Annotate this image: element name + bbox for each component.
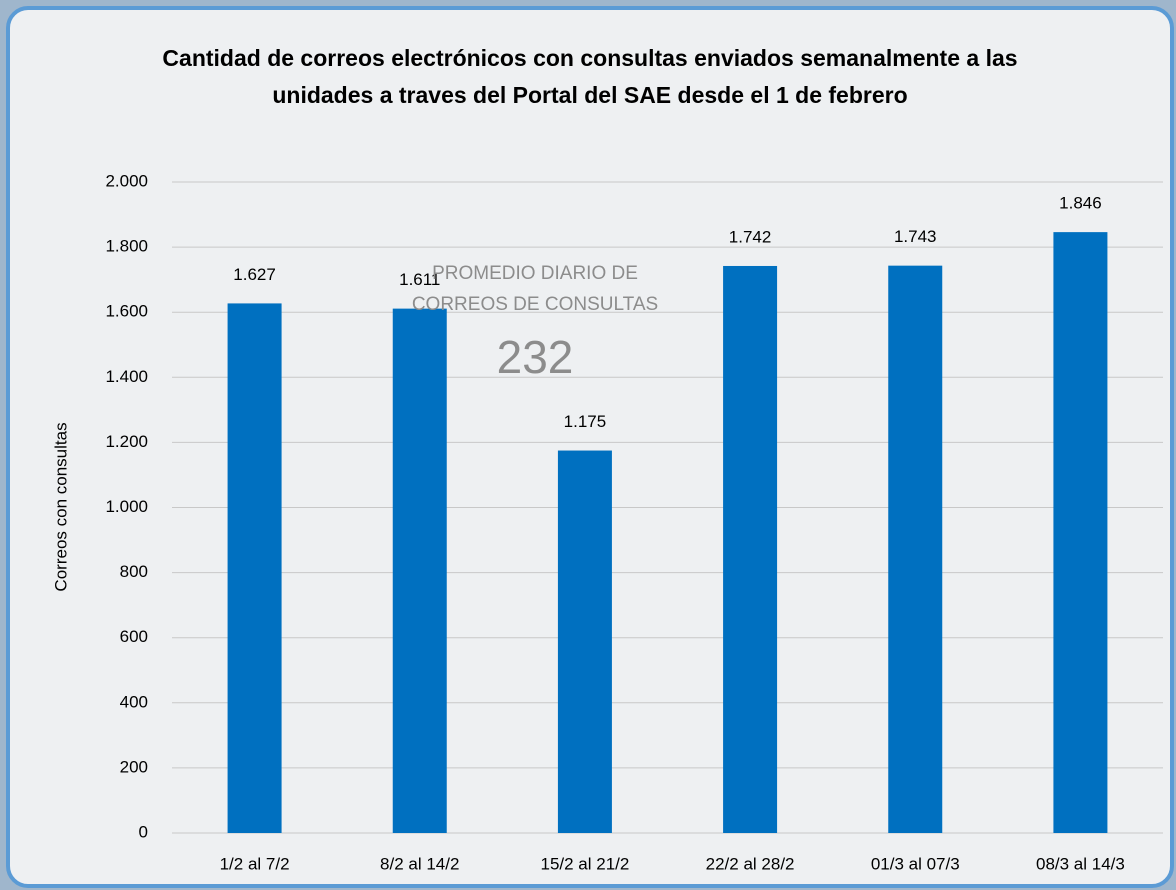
y-tick-label: 600 bbox=[120, 627, 148, 646]
data-label: 1.742 bbox=[729, 227, 772, 246]
y-tick-label: 1.200 bbox=[105, 432, 148, 451]
y-tick-label: 1.800 bbox=[105, 237, 148, 256]
bar bbox=[888, 265, 943, 833]
bar bbox=[392, 308, 447, 833]
y-tick-label: 1.600 bbox=[105, 302, 148, 321]
chart-title: Cantidad de correos electrónicos con con… bbox=[162, 45, 1018, 108]
y-tick-label: 0 bbox=[139, 822, 148, 841]
data-label: 1.846 bbox=[1059, 194, 1102, 213]
y-tick-label: 1.400 bbox=[105, 367, 148, 386]
data-label: 1.627 bbox=[233, 265, 276, 284]
y-tick-label: 1.000 bbox=[105, 497, 148, 516]
x-tick-label: 08/3 al 14/3 bbox=[1036, 854, 1125, 873]
y-tick-label: 800 bbox=[120, 562, 148, 581]
y-tick-label: 2.000 bbox=[105, 171, 148, 190]
x-tick-label: 01/3 al 07/3 bbox=[871, 854, 960, 873]
y-tick-label: 400 bbox=[120, 692, 148, 711]
bar bbox=[557, 450, 612, 833]
bar bbox=[1053, 232, 1108, 833]
bar bbox=[723, 265, 778, 833]
y-tick-label: 200 bbox=[120, 757, 148, 776]
bar bbox=[227, 303, 282, 833]
x-tick-label: 15/2 al 21/2 bbox=[540, 854, 629, 873]
x-tick-label: 8/2 al 14/2 bbox=[380, 854, 459, 873]
data-label: 1.175 bbox=[564, 412, 607, 431]
y-axis-label: Correos con consultas bbox=[51, 422, 70, 591]
data-label: 1.743 bbox=[894, 227, 937, 246]
x-tick-label: 1/2 al 7/2 bbox=[220, 854, 290, 873]
data-label: 1.611 bbox=[399, 270, 440, 289]
x-tick-label: 22/2 al 28/2 bbox=[706, 854, 795, 873]
annotation-text: PROMEDIO DIARIO DE CORREOS DE CONSULTAS bbox=[411, 263, 659, 315]
annotation-value: 232 bbox=[496, 331, 574, 383]
